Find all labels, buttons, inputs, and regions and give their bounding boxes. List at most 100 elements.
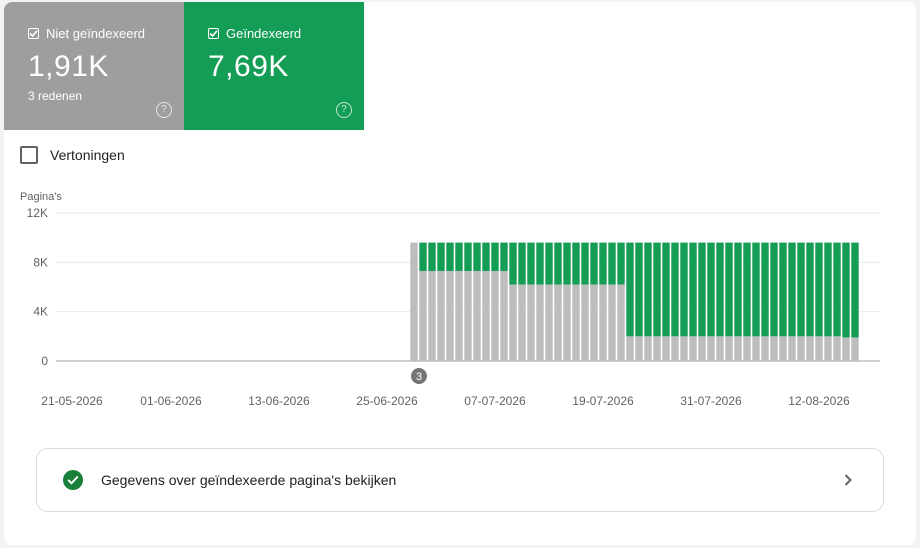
impressions-label: Vertoningen — [50, 147, 125, 163]
bar-segment — [518, 242, 526, 285]
bar-segment — [761, 242, 769, 337]
bar-segment — [563, 284, 571, 361]
bar-segment — [608, 242, 616, 285]
bar-segment — [689, 242, 697, 337]
not-indexed-label: Niet geïndexeerd — [46, 25, 146, 41]
bar-segment — [563, 242, 571, 285]
bar-segment — [455, 242, 463, 271]
bar-segment — [581, 242, 589, 285]
bar-segment — [671, 336, 679, 361]
bar-segment — [752, 242, 760, 337]
bar-segment — [662, 242, 670, 337]
bar-segment — [707, 336, 715, 361]
bar-segment — [482, 270, 490, 361]
bar-segment — [617, 284, 625, 361]
indexed-value: 7,69K — [208, 50, 289, 83]
x-tick-label: 12-08-2026 — [788, 394, 850, 408]
bar-segment — [590, 284, 598, 361]
bar-segment — [680, 336, 688, 361]
bar-segment — [779, 242, 787, 337]
bar-segment — [779, 336, 787, 361]
bar-segment — [824, 336, 832, 361]
bar-segment — [716, 336, 724, 361]
check-icon — [29, 29, 38, 37]
bar-segment — [590, 242, 598, 285]
bar-segment — [842, 242, 850, 338]
bar-segment — [599, 242, 607, 285]
bar-segment — [464, 270, 472, 361]
bar-segment — [770, 336, 778, 361]
bar-segment — [617, 242, 625, 285]
bar-segment — [788, 336, 796, 361]
bar-segment — [797, 242, 805, 337]
bar-segment — [770, 242, 778, 337]
bar-segment — [428, 270, 436, 361]
bar-segment — [806, 242, 814, 337]
bar-segment — [428, 242, 436, 271]
bar-segment — [833, 242, 841, 337]
bar-segment — [707, 242, 715, 337]
bar-segment — [662, 336, 670, 361]
not-indexed-reasons: 3 redenen — [28, 89, 83, 103]
bar-segment — [491, 242, 499, 271]
not-indexed-header: Niet geïndexeerd — [28, 25, 184, 41]
bar-segment — [464, 242, 472, 271]
y-tick-label: 0 — [41, 354, 48, 368]
y-tick-label: 12K — [27, 206, 48, 220]
bar-segment — [599, 284, 607, 361]
bar-segment — [851, 337, 859, 361]
bar-segment — [644, 336, 652, 361]
bar-segment — [644, 242, 652, 337]
bar-segment — [743, 242, 751, 337]
bar-segment — [437, 242, 445, 271]
bar-segment — [500, 270, 508, 361]
x-tick-label: 19-07-2026 — [572, 394, 634, 408]
indexed-tile[interactable]: Geïndexeerd 7,69K ? — [184, 2, 364, 130]
bar-segment — [527, 242, 535, 285]
indexed-details-label: Gegevens over geïndexeerde pagina's beki… — [101, 472, 397, 488]
bar-segment — [626, 336, 634, 361]
bar-segment — [500, 242, 508, 271]
y-tick-label: 8K — [33, 255, 48, 269]
bar-segment — [761, 336, 769, 361]
bar-segment — [734, 242, 742, 337]
impressions-toggle[interactable]: Vertoningen — [20, 146, 125, 164]
bar-segment — [536, 242, 544, 285]
bar-segment — [626, 242, 634, 337]
bar-segment — [797, 336, 805, 361]
y-axis-label: Pagina's — [20, 191, 62, 203]
bar-segment — [698, 336, 706, 361]
bar-segment — [851, 242, 859, 338]
x-tick-label: 07-07-2026 — [464, 394, 526, 408]
bar-segment — [545, 242, 553, 285]
bar-segment — [833, 336, 841, 361]
bar-segment — [842, 337, 850, 361]
help-icon[interactable]: ? — [156, 102, 172, 118]
bar-segment — [473, 242, 481, 271]
check-icon — [209, 29, 218, 37]
x-tick-label: 01-06-2026 — [140, 394, 202, 408]
bar-segment — [716, 242, 724, 337]
impressions-checkbox[interactable] — [20, 146, 38, 164]
bar-segment — [815, 336, 823, 361]
bar-segment — [743, 336, 751, 361]
chevron-right-icon — [844, 474, 852, 486]
bar-segment — [572, 242, 580, 285]
indexed-checkbox[interactable] — [208, 27, 219, 39]
bar-segment — [689, 336, 697, 361]
bar-segment — [680, 242, 688, 337]
not-indexed-checkbox[interactable] — [28, 27, 39, 39]
bar-segment — [653, 336, 661, 361]
not-indexed-tile[interactable]: Niet geïndexeerd 1,91K 3 redenen ? — [4, 2, 184, 130]
bar-segment — [725, 242, 733, 337]
bar-segment — [824, 242, 832, 337]
help-icon[interactable]: ? — [336, 102, 352, 118]
bar-segment — [419, 270, 427, 361]
bar-segment — [518, 284, 526, 361]
bar-segment — [509, 284, 517, 361]
x-tick-label: 21-05-2026 — [41, 394, 103, 408]
bar-segment — [509, 242, 517, 285]
bar-segment — [671, 242, 679, 337]
indexed-details-link[interactable]: Gegevens over geïndexeerde pagina's beki… — [36, 448, 884, 512]
bar-segment — [572, 284, 580, 361]
